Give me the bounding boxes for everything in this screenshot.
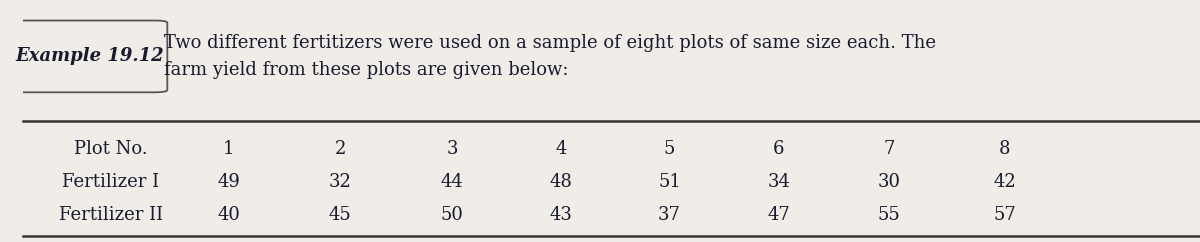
- Text: 8: 8: [998, 139, 1010, 158]
- Text: 7: 7: [883, 139, 895, 158]
- Text: Two different fertitizers were used on a sample of eight plots of same size each: Two different fertitizers were used on a…: [164, 34, 936, 79]
- Text: 6: 6: [773, 139, 785, 158]
- Text: 55: 55: [878, 206, 901, 225]
- Text: 47: 47: [768, 206, 790, 225]
- Text: Example 19.12: Example 19.12: [16, 47, 164, 65]
- Text: 3: 3: [446, 139, 457, 158]
- FancyBboxPatch shape: [12, 21, 167, 92]
- Text: 4: 4: [556, 139, 566, 158]
- Text: 37: 37: [658, 206, 680, 225]
- Text: 45: 45: [329, 206, 352, 225]
- Text: Plot No.: Plot No.: [74, 139, 148, 158]
- Text: 2: 2: [335, 139, 346, 158]
- Text: 1: 1: [223, 139, 234, 158]
- Text: 5: 5: [664, 139, 676, 158]
- Text: 43: 43: [550, 206, 572, 225]
- Text: 50: 50: [440, 206, 463, 225]
- Text: 32: 32: [329, 173, 352, 191]
- Text: 40: 40: [217, 206, 240, 225]
- Text: 49: 49: [217, 173, 240, 191]
- Text: 44: 44: [440, 173, 463, 191]
- Text: 42: 42: [994, 173, 1016, 191]
- Text: 30: 30: [878, 173, 901, 191]
- Text: Fertilizer II: Fertilizer II: [59, 206, 163, 225]
- Text: Fertilizer I: Fertilizer I: [62, 173, 160, 191]
- Text: 34: 34: [767, 173, 791, 191]
- Text: 57: 57: [994, 206, 1016, 225]
- Text: 51: 51: [658, 173, 680, 191]
- Text: 48: 48: [550, 173, 572, 191]
